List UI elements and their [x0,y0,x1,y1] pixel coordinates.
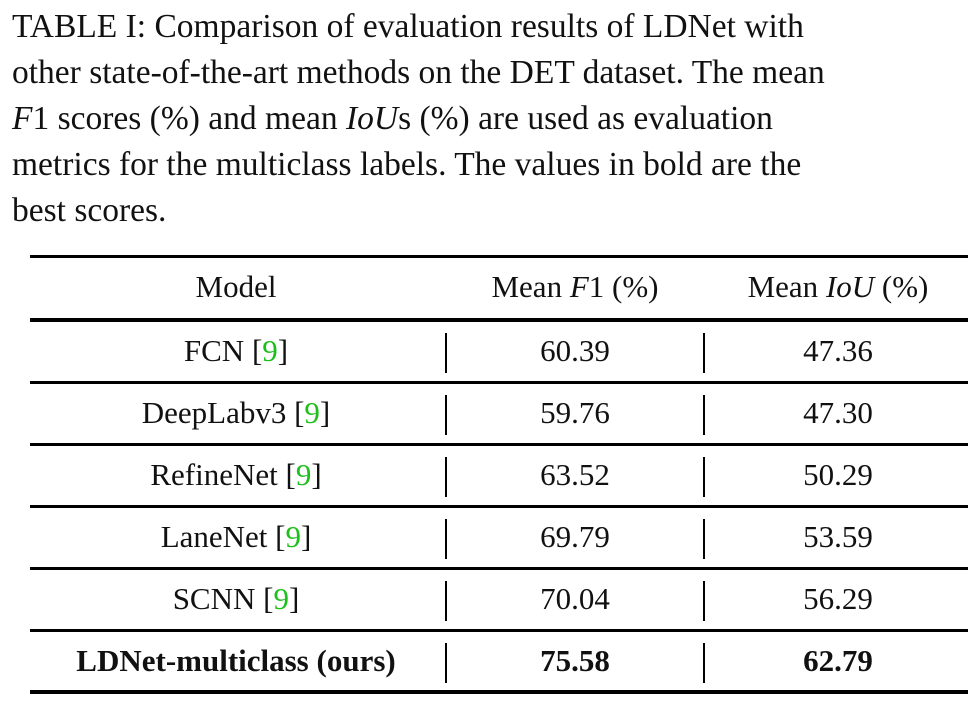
header-f1-number: 1 [588,269,605,304]
header-model: Model [195,269,277,304]
iou-value: 47.30 [803,395,873,430]
model-name: SCNN [172,581,256,616]
row-rule [30,629,968,632]
f1-value: 69.79 [540,519,610,554]
column-separator [445,457,447,497]
header-iou-symbol: IoU [825,269,875,304]
column-separator [445,581,447,621]
column-separator [703,519,705,559]
f1-value-best: 75.58 [540,643,610,678]
table-row-model: RefineNet [9] [150,457,322,492]
column-separator [703,643,705,683]
row-rule [30,443,968,446]
model-name: LaneNet [160,519,268,554]
row-rule [30,381,968,384]
caption-line-2: other state-of-the-art methods on the DE… [12,54,825,91]
column-separator [445,643,447,683]
model-name: FCN [183,333,245,368]
iou-value: 53.59 [803,519,873,554]
iou-value: 56.29 [803,581,873,616]
f1-value: 63.52 [540,457,610,492]
citation-link[interactable]: 9 [304,395,320,430]
header-text: Mean [747,269,826,304]
f1-value: 60.39 [540,333,610,368]
iou-value: 47.36 [803,333,873,368]
column-separator [445,519,447,559]
header-mean-f1: Mean F1 (%) [448,269,702,305]
caption-line-5: best scores. [12,192,167,229]
table-row-model: FCN [9] [183,333,289,368]
caption-text: scores (%) and mean [49,100,346,137]
caption-line-4: metrics for the multiclass labels. The v… [12,146,802,183]
header-rule [30,318,968,322]
caption-line-3: F1 scores (%) and mean IoUs (%) are used… [12,96,968,142]
caption-text: s (%) are used as evaluation [398,100,773,137]
column-separator [703,395,705,435]
table-row-model: LaneNet [9] [160,519,312,554]
header-text: Mean [491,269,570,304]
header-text: (%) [874,269,929,304]
model-name: DeepLabv3 [141,395,287,430]
f1-number: 1 [32,100,50,137]
table-row-model: SCNN [9] [172,581,300,616]
column-separator [445,395,447,435]
header-f1-symbol: F [569,269,589,304]
top-rule [30,255,968,258]
column-separator [703,581,705,621]
table-caption: TABLE I: Comparison of evaluation result… [12,4,968,234]
table-row-model: DeepLabv3 [9] [141,395,331,430]
citation-link[interactable]: 9 [285,519,301,554]
iou-value: 50.29 [803,457,873,492]
column-separator [703,457,705,497]
f1-value: 59.76 [540,395,610,430]
bottom-rule [30,690,968,694]
citation-link[interactable]: 9 [295,457,312,492]
table-row-model-ours: LDNet-multiclass (ours) [76,643,396,678]
row-rule [30,567,968,570]
citation-link[interactable]: 9 [273,581,289,616]
f1-symbol: F [12,100,33,137]
iou-symbol: IoU [345,100,399,137]
citation-link[interactable]: 9 [262,333,278,368]
model-name: RefineNet [150,457,278,492]
iou-value-best: 62.79 [803,643,873,678]
column-separator [703,333,705,373]
header-text: (%) [604,269,659,304]
f1-value: 70.04 [540,581,610,616]
row-rule [30,505,968,508]
header-mean-iou: Mean IoU (%) [708,269,968,305]
caption-line-1: TABLE I: Comparison of evaluation result… [12,8,804,45]
column-separator [445,333,447,373]
